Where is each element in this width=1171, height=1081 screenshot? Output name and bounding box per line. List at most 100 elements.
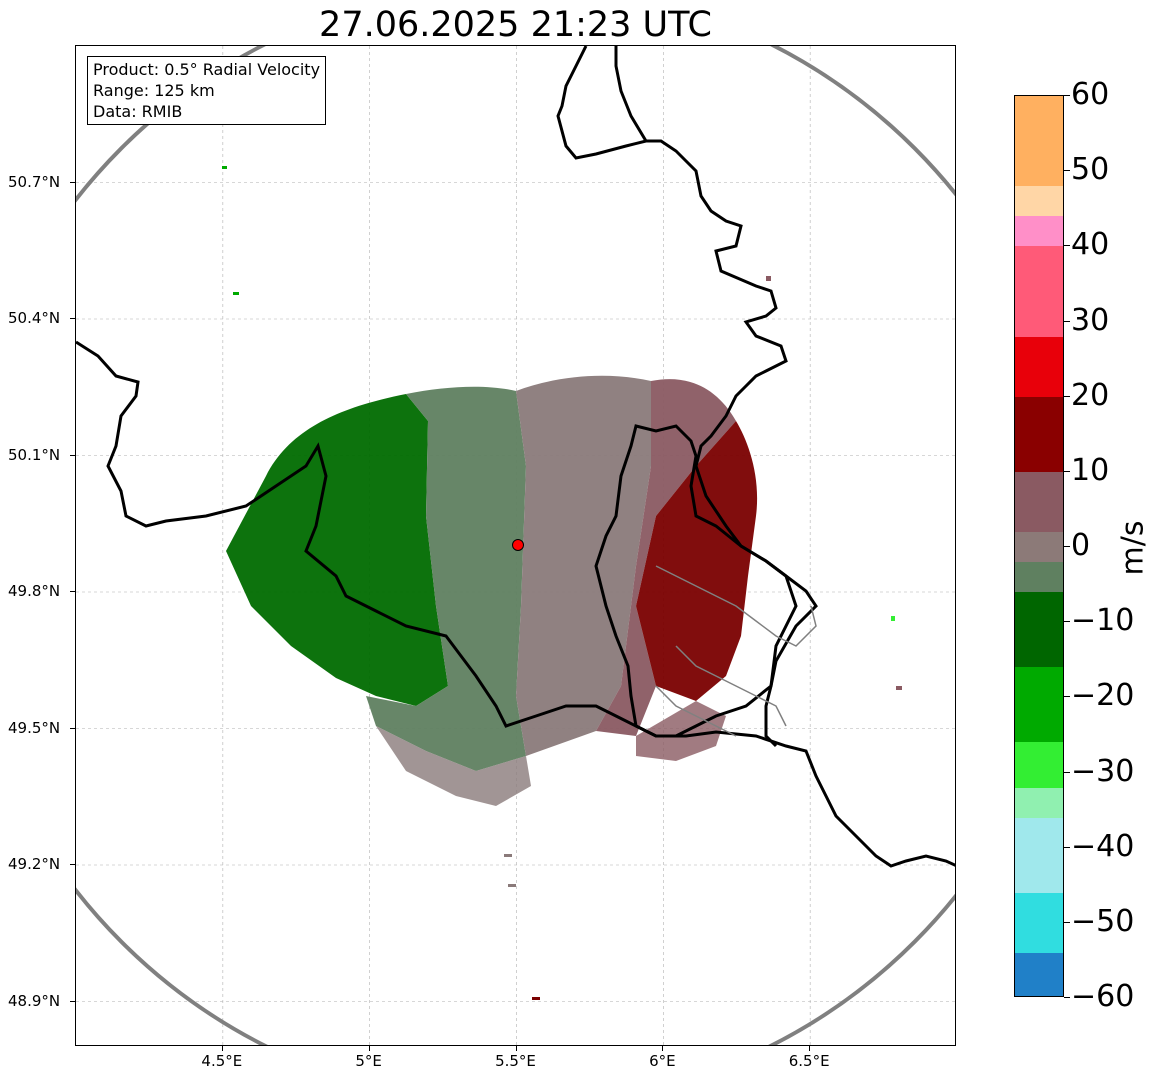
colorbar-tick-mark	[1064, 846, 1070, 848]
colorbar-segment	[1015, 186, 1063, 217]
colorbar-segment	[1015, 396, 1063, 473]
colorbar-tick-mark	[1064, 771, 1070, 773]
lat-tick-label: 48.9°N	[8, 991, 61, 1010]
lat-tick-mark	[70, 454, 75, 456]
lon-tick-label: 6°E	[649, 1052, 676, 1070]
colorbar-tick-label: 10	[1071, 452, 1110, 488]
colorbar-segment	[1015, 336, 1063, 398]
admin-boundary	[655, 565, 817, 647]
border-germany-north	[614, 46, 648, 142]
border-france-belgium	[76, 340, 955, 868]
colorbar-tick-label: 40	[1071, 227, 1110, 263]
echo-speck	[896, 686, 902, 690]
velocity-echoes	[222, 166, 902, 1000]
echo-outbound-weak	[596, 379, 736, 736]
colorbar-tick-label: −10	[1071, 603, 1135, 639]
echo-speck	[504, 854, 512, 857]
colorbar-tick-label: −30	[1071, 753, 1135, 789]
info-product: Product: 0.5° Radial Velocity	[93, 60, 321, 79]
colorbar-tick-mark	[1064, 245, 1070, 247]
colorbar-tick-label: −60	[1071, 979, 1135, 1014]
colorbar-tick-label: −40	[1071, 828, 1135, 864]
admin-boundary	[675, 645, 787, 727]
lon-tick-mark	[809, 1046, 811, 1051]
lon-tick-label: 5.5°E	[495, 1052, 536, 1070]
lat-tick-label: 50.7°N	[8, 172, 61, 191]
colorbar-segment	[1015, 787, 1063, 819]
colorbar-segment	[1015, 531, 1063, 563]
lat-tick-mark	[70, 591, 75, 592]
info-range: Range: 125 km	[93, 81, 215, 100]
lat-tick-label: 50.1°N	[8, 445, 61, 464]
radar-map[interactable]	[75, 45, 956, 1046]
colorbar-segment	[1015, 246, 1063, 338]
lat-tick-mark	[70, 727, 75, 729]
colorbar-tick-label: −50	[1071, 903, 1135, 939]
colorbar-segment	[1015, 96, 1063, 187]
radar-site-marker[interactable]	[512, 539, 524, 551]
colorbar-segment	[1015, 471, 1063, 533]
colorbar-segment	[1015, 562, 1063, 593]
colorbar-unit-label: m/s	[1115, 520, 1151, 576]
colorbar-tick-label: 20	[1071, 377, 1110, 413]
colorbar-tick-mark	[1064, 395, 1070, 397]
lon-tick-mark	[221, 1046, 223, 1051]
colorbar-tick-mark	[1064, 921, 1070, 923]
colorbar-tick-mark	[1064, 546, 1070, 547]
colorbar-tick-label: 60	[1071, 77, 1110, 112]
lat-tick-label: 49.8°N	[8, 582, 61, 600]
echo-speck	[532, 997, 540, 1000]
echo-outbound-fringe	[636, 701, 726, 761]
colorbar-tick-label: 0	[1071, 528, 1091, 563]
lat-tick-mark	[70, 1000, 75, 1002]
map-title: 27.06.2025 21:23 UTC	[319, 5, 712, 45]
colorbar-tick-mark	[1064, 696, 1070, 698]
colorbar-segment	[1015, 216, 1063, 247]
admin-boundaries	[655, 565, 817, 737]
country-borders	[76, 46, 955, 868]
colorbar-tick-mark	[1064, 320, 1070, 322]
lat-tick-label: 49.5°N	[8, 718, 61, 737]
colorbar-tick-mark	[1064, 997, 1070, 998]
colorbar-segment	[1015, 817, 1063, 894]
lon-tick-label: 6.5°E	[788, 1052, 830, 1070]
lat-tick-label: 49.2°N	[8, 855, 61, 873]
colorbar-segment	[1015, 892, 1063, 954]
echo-outbound-strong	[636, 421, 758, 701]
colorbar-segment	[1015, 742, 1063, 789]
echo-speck	[233, 292, 239, 295]
lat-tick-mark	[70, 181, 75, 183]
radar-map-canvas	[76, 46, 955, 1045]
colorbar-tick-label: 50	[1071, 152, 1110, 188]
echo-inbound-strong	[226, 394, 448, 706]
colorbar-segment	[1015, 667, 1063, 743]
echo-near-zero	[516, 375, 651, 756]
echo-speck	[891, 616, 895, 621]
info-box: Product: 0.5° Radial Velocity Range: 125…	[87, 56, 327, 125]
velocity-colorbar	[1014, 95, 1064, 997]
lon-tick-label: 5°E	[355, 1052, 382, 1070]
colorbar-segment	[1015, 592, 1063, 668]
lat-tick-label: 50.4°N	[8, 309, 61, 327]
colorbar-tick-mark	[1064, 470, 1070, 472]
admin-boundary	[655, 685, 737, 737]
echo-southern-tail	[376, 726, 531, 806]
lon-tick-mark	[662, 1046, 664, 1051]
lon-tick-label: 4.5°E	[201, 1052, 243, 1070]
echo-speck	[508, 884, 516, 887]
lon-tick-mark	[368, 1046, 370, 1051]
lat-tick-mark	[70, 864, 75, 865]
colorbar-tick-label: 30	[1071, 302, 1110, 338]
colorbar-tick-mark	[1064, 95, 1070, 96]
echo-inbound-weak	[366, 386, 526, 771]
colorbar-tick-mark	[1064, 170, 1070, 172]
echo-speck	[766, 276, 771, 281]
lat-tick-mark	[70, 318, 75, 319]
colorbar-segment	[1015, 952, 1063, 996]
colorbar-tick-mark	[1064, 621, 1070, 623]
colorbar-tick-label: −20	[1071, 678, 1135, 714]
echo-speck	[222, 166, 227, 169]
lon-tick-mark	[515, 1046, 517, 1051]
info-data-source: Data: RMIB	[93, 102, 183, 121]
border-luxembourg	[594, 424, 798, 738]
